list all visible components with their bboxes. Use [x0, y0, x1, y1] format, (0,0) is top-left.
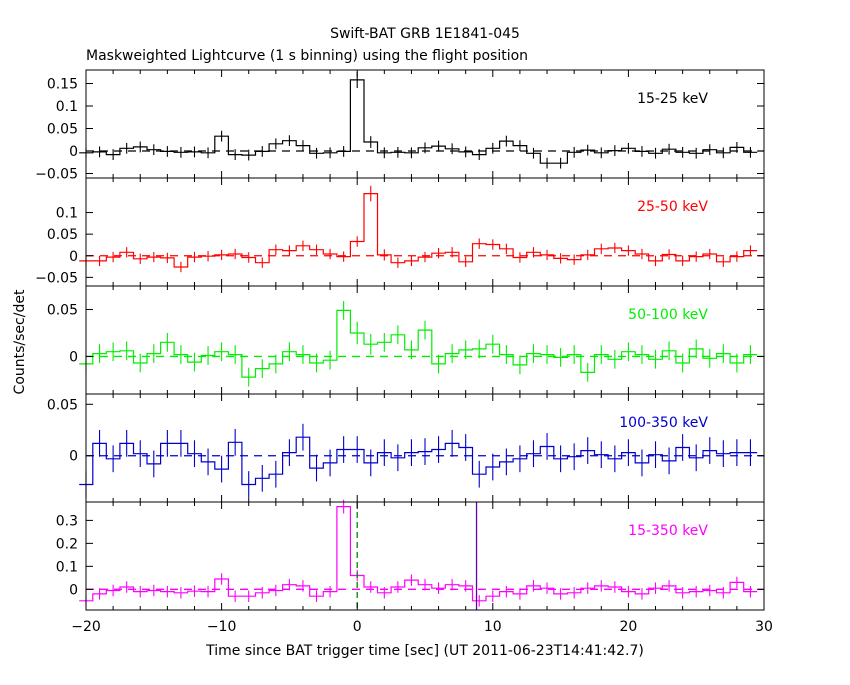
- panel-frame: [85, 501, 765, 611]
- series-step-1: [79, 79, 758, 164]
- y-tick-label: 0.1: [56, 99, 78, 115]
- chart-subtitle: Maskweighted Lightcurve (1 s binning) us…: [86, 48, 528, 64]
- y-tick-label: 0.1: [56, 206, 78, 222]
- band-label: 50-100 keV: [628, 307, 708, 323]
- panel-3: 0 0.05 50-100 keV: [47, 285, 765, 395]
- y-tick-label: 0.2: [56, 536, 78, 552]
- panel-4: 0 0.05 100-350 keV: [47, 393, 765, 503]
- y-tick-label: 0.05: [47, 397, 78, 413]
- y-tick-label: 0: [69, 349, 78, 365]
- x-axis-label: Time since BAT trigger time [sec] (UT 20…: [205, 643, 644, 659]
- x-tick-label: −10: [207, 619, 237, 635]
- panels: −0.05 0 0.05 0.1 0.15 15-25 keV −0.05 0 0.05 0.1 2…: [35, 69, 773, 635]
- y-tick-label: 0: [69, 582, 78, 598]
- panel-1: −0.05 0 0.05 0.1 0.15 15-25 keV: [35, 69, 765, 183]
- panel-frame: [85, 177, 765, 287]
- panel-frame: [85, 69, 765, 179]
- band-label: 15-25 keV: [637, 91, 708, 107]
- band-label: 15-350 keV: [628, 523, 708, 539]
- x-tick-label: 0: [353, 619, 362, 635]
- y-tick-label: 0.05: [47, 227, 78, 243]
- y-tick-label: 0.05: [47, 122, 78, 138]
- series-step-5: [79, 506, 758, 602]
- y-tick-label: −0.05: [35, 270, 78, 286]
- chart-title: Swift-BAT GRB 1E1841-045: [330, 26, 520, 42]
- y-tick-label: 0.1: [56, 559, 78, 575]
- y-tick-label: 0.15: [47, 77, 78, 93]
- y-tick-label: 0: [69, 449, 78, 465]
- y-tick-label: 0: [69, 144, 78, 160]
- x-tick-label: 30: [755, 619, 773, 635]
- y-tick-label: −0.05: [35, 167, 78, 183]
- panel-2: −0.05 0 0.05 0.1 25-50 keV: [35, 177, 765, 287]
- x-tick-label: −20: [71, 619, 101, 635]
- y-axis-label: Counts/sec/det: [12, 289, 28, 394]
- panel-5: 0 0.1 0.2 0.3 15-350 keV: [56, 499, 765, 611]
- x-tick-label: 10: [484, 619, 502, 635]
- series-step-2: [79, 193, 758, 268]
- x-tick-label: 20: [619, 619, 637, 635]
- band-label: 100-350 keV: [619, 415, 708, 431]
- y-tick-label: 0.3: [56, 513, 78, 529]
- y-tick-label: 0: [69, 249, 78, 265]
- series-step-4: [79, 436, 758, 486]
- band-label: 25-50 keV: [637, 199, 708, 215]
- y-tick-label: 0.05: [47, 302, 78, 318]
- panel-frame: [85, 285, 765, 395]
